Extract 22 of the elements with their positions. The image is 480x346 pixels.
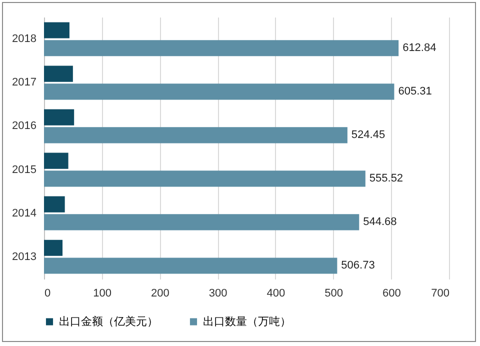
data-label: 555.52 [369,172,404,185]
x-tick-label: 400 [266,288,286,300]
x-tick-label: 700 [431,288,450,300]
data-label: 544.68 [363,216,397,228]
x-tick-label: 600 [382,288,401,300]
y-tick-label: 2016 [12,120,36,132]
y-tick-label: 2013 [12,250,36,263]
y-tick-label: 2018 [12,33,36,46]
data-label: 524.45 [351,129,386,142]
x-tick-label: 200 [151,288,170,300]
data-label: 612.84 [402,42,436,54]
x-tick-label: 300 [208,288,228,300]
y-tick-label: 2015 [12,164,36,176]
legend-label: 出口金额（亿美元） [59,314,158,328]
y-tick-label: 2014 [12,207,36,220]
x-tick-label: 0 [44,288,51,300]
x-tick-label: 100 [93,288,112,300]
y-tick-label: 2017 [12,76,36,89]
x-tick-label: 500 [324,288,343,300]
data-label: 605.31 [398,86,432,98]
legend-label: 出口数量（万吨） [203,314,291,328]
data-label: 506.73 [341,260,375,272]
